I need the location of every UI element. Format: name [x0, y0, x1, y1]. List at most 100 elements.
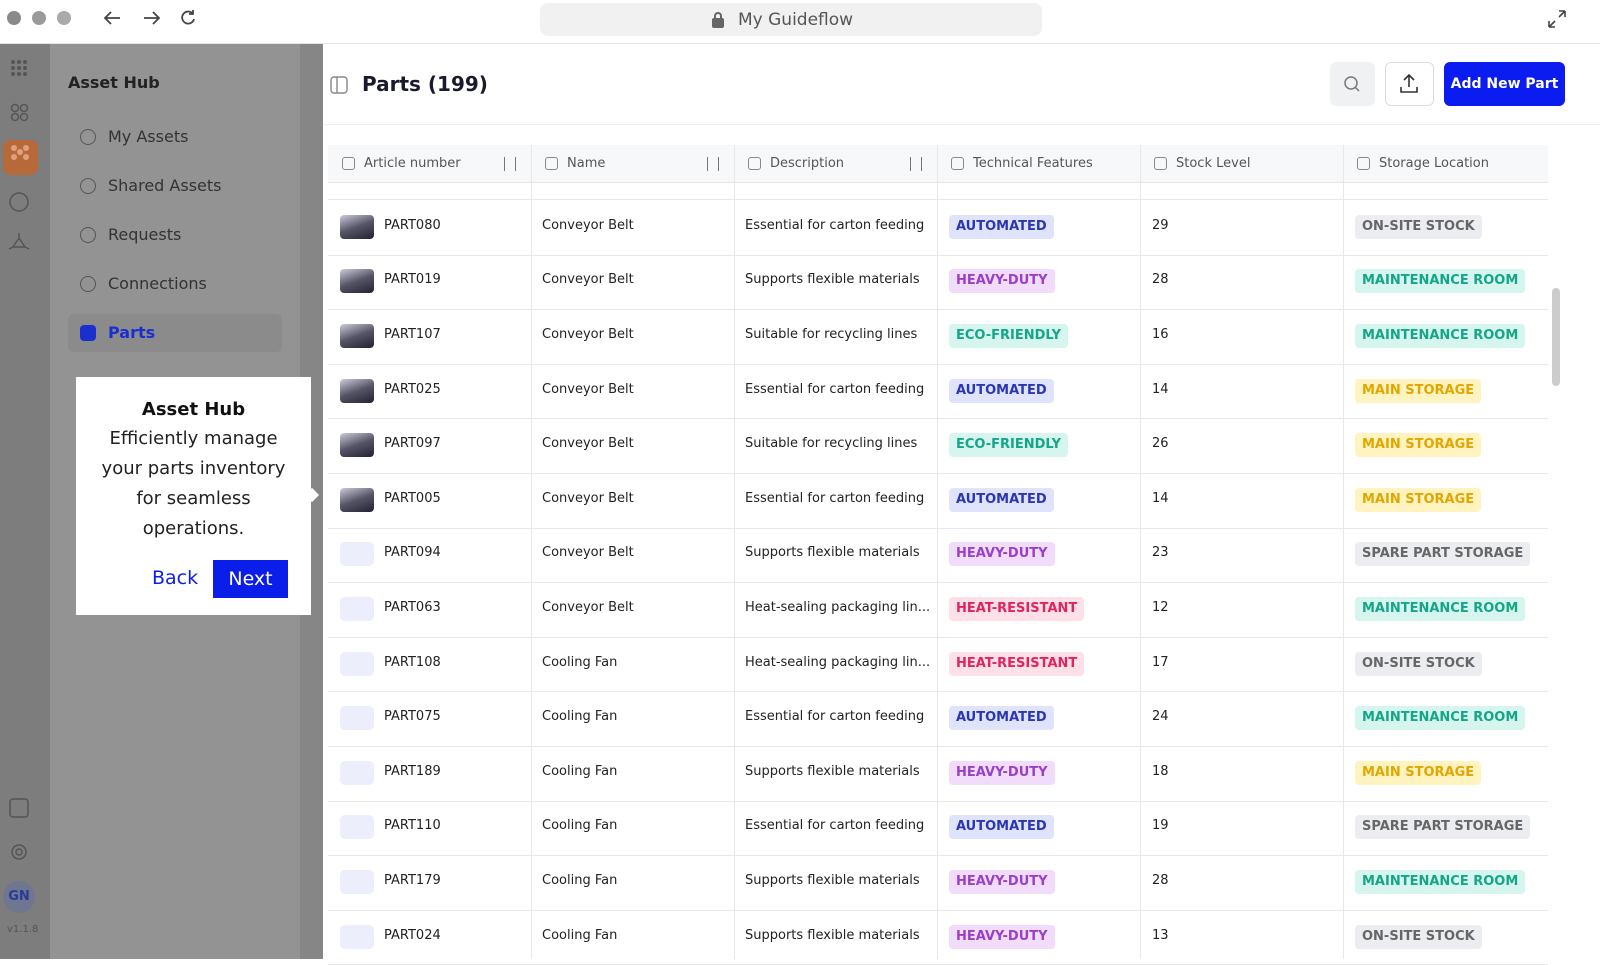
avatar[interactable]: GN: [3, 881, 35, 913]
stock-level: 26: [1152, 436, 1169, 452]
column-header[interactable]: Description: [770, 156, 845, 171]
part-name: Cooling Fan: [542, 654, 618, 670]
part-name: Conveyor Belt: [542, 272, 634, 288]
feature-tag: HEAVY-DUTY: [949, 924, 1055, 949]
search-button[interactable]: [1330, 62, 1375, 106]
row-divider: [328, 855, 1548, 857]
rail-active[interactable]: [3, 140, 38, 175]
address-bar[interactable]: My Guideflow: [540, 3, 1042, 36]
stock-level: 19: [1152, 818, 1169, 834]
description: Supports flexible materials: [745, 763, 920, 779]
lock-icon: [712, 12, 724, 28]
article-number: PART097: [384, 436, 441, 452]
nav-icon: [80, 227, 96, 243]
column-header[interactable]: Article number: [364, 156, 461, 171]
description: Supports flexible materials: [745, 545, 920, 561]
stock-level: 13: [1152, 927, 1169, 943]
description: Heat-sealing packaging lin...: [745, 600, 931, 615]
stock-level: 28: [1152, 272, 1169, 288]
article-number: PART108: [384, 654, 441, 670]
part-image: [340, 433, 374, 458]
part-name: Conveyor Belt: [542, 436, 634, 452]
nav-item[interactable]: Parts: [108, 323, 156, 342]
expand-icon[interactable]: [1546, 8, 1568, 30]
description: Essential for carton feeding: [745, 818, 925, 834]
column-icon: [748, 157, 761, 170]
description: Supports flexible materials: [745, 873, 920, 888]
part-image: [340, 269, 374, 294]
nav-item[interactable]: My Assets: [108, 127, 189, 146]
nav-item[interactable]: Requests: [108, 225, 182, 244]
location-tag: ON-SITE STOCK: [1355, 214, 1482, 239]
location-tag: MAIN STORAGE: [1355, 378, 1482, 403]
feature-tag: AUTOMATED: [949, 706, 1054, 731]
back-button[interactable]: Back: [152, 567, 199, 589]
sort-icon[interactable]: [910, 157, 922, 171]
part-name: Cooling Fan: [542, 927, 618, 943]
nav-item[interactable]: Connections: [108, 274, 207, 293]
feature-tag: HEAVY-DUTY: [949, 542, 1055, 567]
description: Essential for carton feeding: [745, 709, 925, 725]
add-button[interactable]: Add New Part: [1444, 62, 1565, 106]
part-image: [340, 487, 374, 512]
part-name: Conveyor Belt: [542, 545, 634, 561]
rail-icons: [8, 60, 30, 860]
feature-tag: HEAVY-DUTY: [949, 870, 1055, 894]
part-icon: [340, 760, 374, 785]
sort-icon[interactable]: [504, 157, 516, 171]
row-divider: [328, 473, 1548, 474]
feature-tag: AUTOMATED: [949, 487, 1054, 512]
nav-item[interactable]: Shared Assets: [108, 176, 222, 195]
part-name: Conveyor Belt: [542, 600, 634, 615]
stock-level: 18: [1152, 763, 1169, 779]
part-name: Conveyor Belt: [542, 490, 634, 506]
icon-rail: GN v1.1.8: [0, 44, 50, 959]
part-icon: [340, 542, 374, 567]
location-tag: SPARE PART STORAGE: [1355, 815, 1531, 840]
sort-icon[interactable]: [707, 157, 719, 171]
stock-level: 23: [1152, 545, 1169, 561]
location-tag: MAINTENANCE ROOM: [1355, 870, 1526, 894]
article-number: PART094: [384, 545, 441, 561]
upload-button[interactable]: [1385, 62, 1434, 106]
row-divider: [328, 527, 1548, 529]
article-number: PART025: [384, 381, 441, 397]
main: Parts (199) Add New Part: [323, 44, 1600, 959]
feature-tag: HEAVY-DUTY: [949, 269, 1055, 294]
column-header[interactable]: Stock Level: [1176, 156, 1251, 171]
column-header[interactable]: Storage Location: [1379, 156, 1489, 171]
part-image: [340, 214, 374, 239]
part-icon: [340, 815, 374, 840]
article-number: PART024: [384, 927, 441, 943]
column-icon: [545, 157, 558, 170]
part-icon: [340, 924, 374, 949]
row-divider: [328, 582, 1548, 584]
tooltip: Asset Hub Efficiently manage your parts …: [76, 377, 320, 615]
row-divider: [328, 254, 1548, 256]
panel-toggle[interactable]: [329, 75, 349, 95]
location-tag: MAINTENANCE ROOM: [1355, 324, 1526, 348]
part-image: [340, 378, 374, 403]
article-number: PART005: [384, 490, 441, 506]
browser-bar: My Guideflow: [0, 0, 1600, 44]
description: Supports flexible materials: [745, 272, 920, 288]
description: Heat-sealing packaging lin...: [745, 654, 931, 670]
column-divider: [531, 145, 532, 959]
column-header[interactable]: Technical Features: [973, 156, 1093, 171]
scrollbar[interactable]: [1552, 288, 1560, 386]
row-divider: [328, 636, 1548, 638]
part-name: Cooling Fan: [542, 873, 618, 888]
nav-icon: [80, 129, 96, 145]
location-tag: MAIN STORAGE: [1355, 760, 1482, 785]
location-tag: MAINTENANCE ROOM: [1355, 597, 1526, 621]
row-divider: [328, 199, 1548, 200]
column-divider: [937, 145, 938, 959]
version: v1.1.8: [7, 924, 39, 935]
column-header[interactable]: Name: [567, 156, 606, 171]
next-button[interactable]: Next: [213, 560, 288, 598]
description: Suitable for recycling lines: [745, 327, 918, 342]
window-controls: [7, 10, 195, 25]
location-tag: MAIN STORAGE: [1355, 433, 1482, 458]
feature-tag: HEAT-RESISTANT: [949, 597, 1085, 621]
column-icon: [1357, 157, 1370, 170]
